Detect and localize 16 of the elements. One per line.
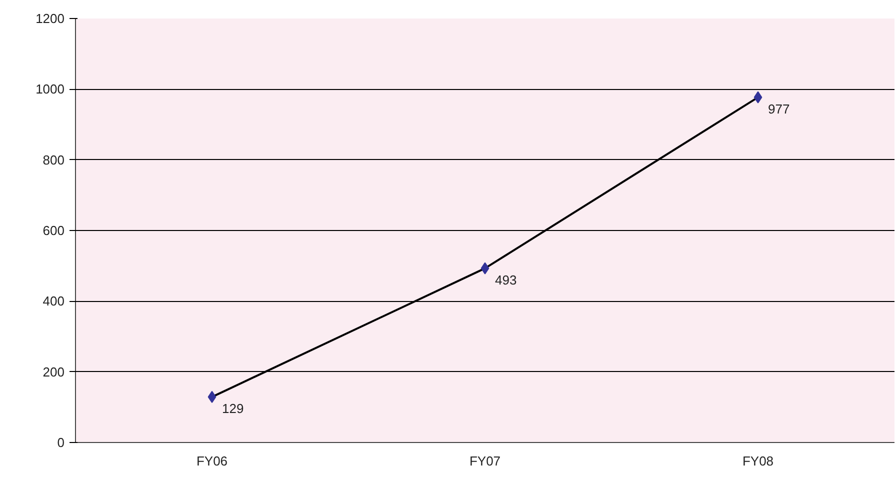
y-tick-label: 0	[57, 435, 65, 450]
data-label: 977	[768, 101, 790, 116]
y-tick-label: 200	[42, 364, 65, 380]
data-label: 129	[222, 400, 244, 416]
y-tick-label: 400	[42, 294, 65, 309]
data-label: 493	[495, 272, 517, 288]
x-tick-label: FY07	[469, 454, 501, 468]
x-tick-label: FY08	[742, 454, 774, 468]
point	[208, 390, 216, 403]
y-tick-label: 600	[42, 223, 65, 238]
x-tick-label: FY06	[196, 454, 228, 468]
y-tick-label: 1000	[36, 82, 64, 97]
y-tick-label: 800	[42, 152, 65, 168]
point	[754, 91, 762, 104]
y-tick-label: 1200	[36, 11, 64, 26]
point	[480, 262, 490, 274]
